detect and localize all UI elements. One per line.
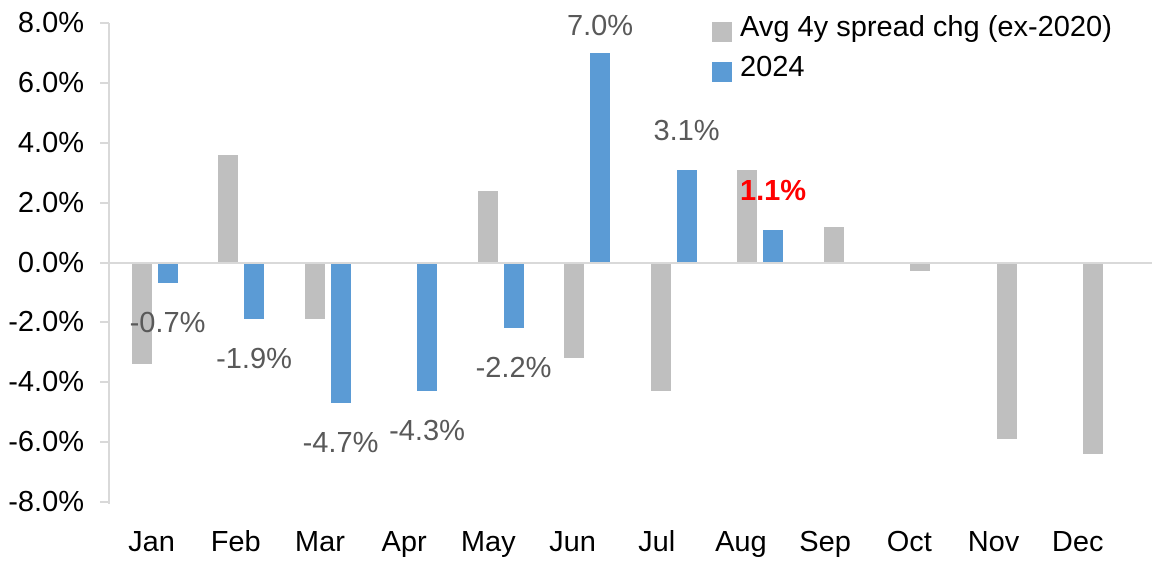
bar-avg-sep bbox=[823, 226, 844, 263]
bar-avg-mar bbox=[304, 262, 325, 320]
bar-2024-jun bbox=[590, 52, 610, 263]
bar-2024-may bbox=[503, 262, 524, 329]
x-label-sep: Sep bbox=[799, 526, 851, 558]
x-label-jul: Jul bbox=[638, 526, 676, 558]
y-tick-label: 6.0% bbox=[17, 66, 84, 99]
bar-avg-feb bbox=[218, 154, 238, 263]
y-tick-mark bbox=[100, 261, 109, 264]
data-label-jun: 7.0% bbox=[566, 10, 634, 42]
bar-2024-mar bbox=[330, 262, 351, 404]
x-label-mar: Mar bbox=[294, 526, 345, 558]
legend-label-2024: 2024 bbox=[740, 51, 805, 83]
x-label-oct: Oct bbox=[886, 526, 932, 558]
x-label-nov: Nov bbox=[967, 526, 1020, 558]
zero-gridline bbox=[108, 261, 1152, 264]
legend-label-avg: Avg 4y spread chg (ex-2020) bbox=[740, 11, 1112, 43]
bar-avg-aug bbox=[737, 169, 757, 263]
y-tick-label: 2.0% bbox=[17, 186, 84, 219]
y-tick-label: -2.0% bbox=[8, 306, 84, 339]
y-tick-mark bbox=[100, 441, 109, 444]
x-label-jun: Jun bbox=[549, 526, 596, 558]
y-tick-mark bbox=[100, 381, 109, 384]
data-label-aug: 1.1% bbox=[739, 174, 807, 207]
data-label-jul: 3.1% bbox=[653, 114, 720, 147]
y-tick-mark bbox=[100, 321, 109, 324]
y-tick-label: -4.0% bbox=[8, 366, 84, 399]
bar-2024-feb bbox=[244, 262, 264, 320]
legend-swatch-2024 bbox=[712, 62, 732, 82]
data-label-feb: -1.9% bbox=[216, 343, 292, 376]
y-tick-mark bbox=[100, 22, 109, 24]
y-tick-mark bbox=[100, 501, 109, 503]
y-tick-mark bbox=[100, 141, 109, 144]
bar-2024-apr bbox=[417, 262, 437, 392]
data-label-apr: -4.3% bbox=[389, 415, 465, 448]
data-label-jan: -0.7% bbox=[129, 307, 206, 340]
y-tick-label: 4.0% bbox=[17, 126, 84, 159]
y-tick-mark bbox=[100, 81, 109, 84]
y-tick-label: 0.0% bbox=[17, 246, 84, 279]
x-label-dec: Dec bbox=[1051, 526, 1104, 558]
bar-2024-aug bbox=[763, 229, 783, 263]
y-tick-label: 8.0% bbox=[17, 7, 84, 39]
x-label-apr: Apr bbox=[381, 526, 427, 558]
x-label-aug: Aug bbox=[715, 526, 767, 558]
y-tick-mark bbox=[100, 201, 109, 204]
x-label-feb: Feb bbox=[210, 526, 261, 558]
bar-avg-nov bbox=[996, 262, 1017, 440]
bar-2024-jul bbox=[676, 169, 697, 263]
bar-2024-jan bbox=[157, 262, 178, 284]
data-label-may: -2.2% bbox=[475, 352, 552, 385]
y-axis-line bbox=[108, 23, 110, 504]
bar-avg-jul bbox=[650, 262, 671, 392]
bar-avg-may bbox=[477, 190, 498, 263]
legend-swatch-avg bbox=[712, 22, 732, 42]
y-tick-label: -8.0% bbox=[8, 486, 84, 518]
y-tick-label: -6.0% bbox=[8, 426, 84, 459]
bar-avg-jun bbox=[564, 262, 584, 359]
bar-avg-dec bbox=[1083, 262, 1103, 455]
bar-avg-jan bbox=[131, 262, 152, 365]
x-label-may: May bbox=[460, 526, 516, 558]
bar-avg-oct bbox=[910, 262, 930, 272]
data-label-mar: -4.7% bbox=[302, 427, 379, 460]
x-label-jan: Jan bbox=[128, 526, 175, 558]
